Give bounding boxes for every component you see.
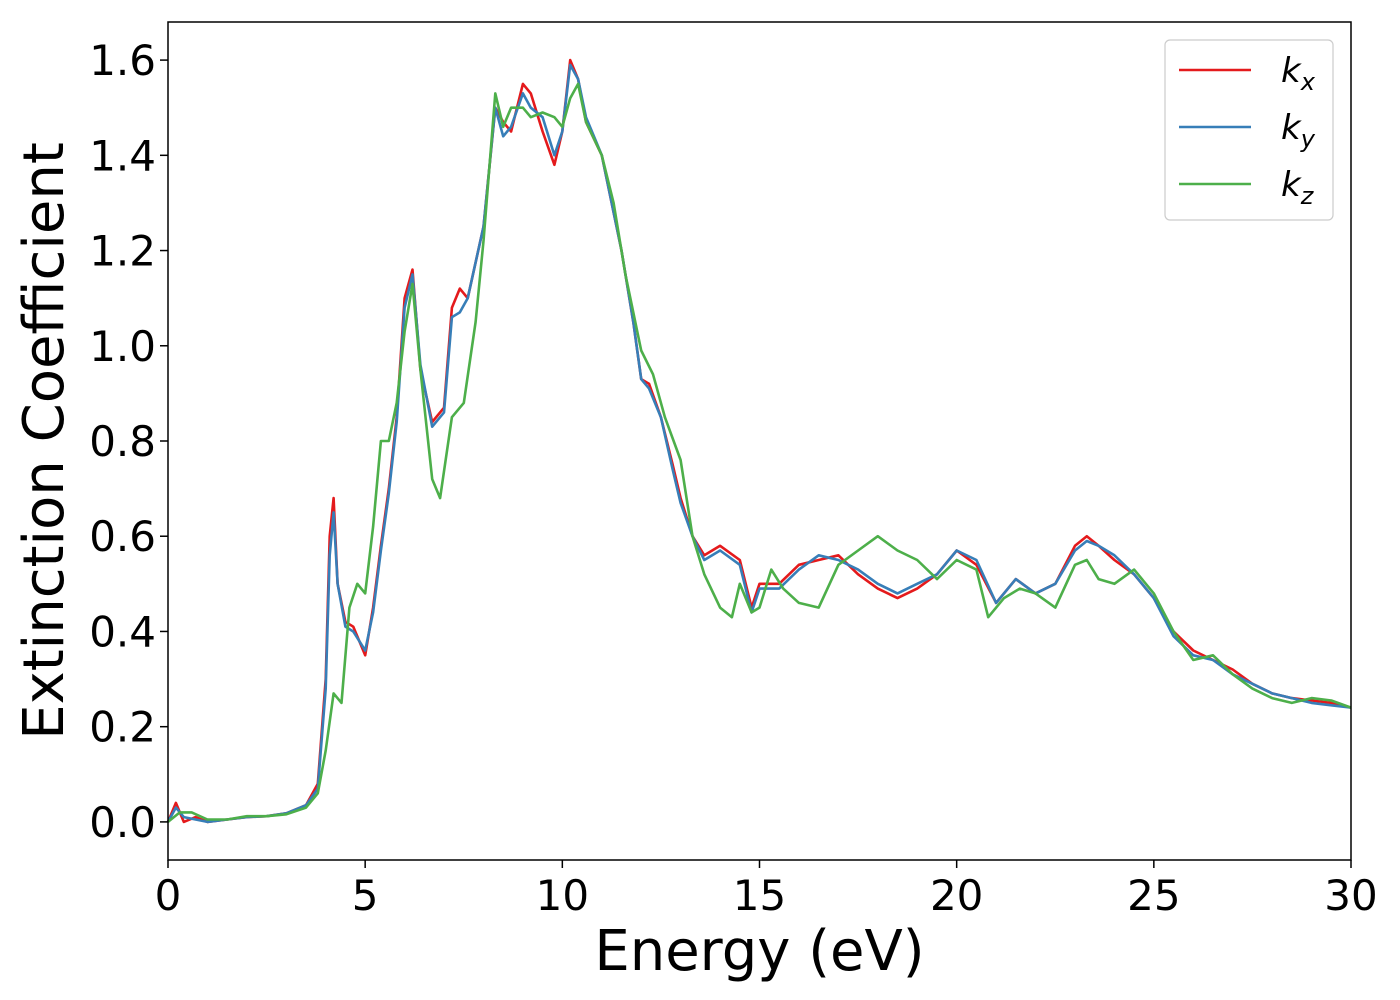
y-tick-label: 0.0 (89, 798, 156, 847)
legend-label-z: kz (1281, 165, 1315, 210)
y-tick-label: 0.4 (89, 607, 156, 656)
legend-box (1164, 39, 1334, 221)
y-axis-label: Extinction Coefficient (12, 142, 77, 740)
y-tick-label: 1.6 (89, 36, 156, 85)
y-tick-label: 1.0 (89, 322, 156, 371)
series-layer (166, 58, 1352, 824)
y-axis: 0.0 0.2 0.4 0.6 0.8 1.0 1.2 1.4 1.6 (89, 36, 168, 847)
x-tick-label: 30 (1324, 871, 1377, 920)
x-tick-label: 20 (930, 871, 983, 920)
x-axis: 0 5 10 15 20 25 30 (155, 860, 1378, 920)
y-tick-label: 0.8 (89, 417, 156, 466)
y-tick-label: 0.2 (89, 703, 156, 752)
x-tick-label: 25 (1127, 871, 1180, 920)
x-tick-label: 0 (155, 871, 182, 920)
x-tick-label: 5 (352, 871, 379, 920)
y-tick-label: 0.6 (89, 512, 156, 561)
legend: kx ky kz (1164, 39, 1334, 221)
series-line-z (167, 82, 1352, 823)
legend-label-y: ky (1281, 108, 1316, 153)
y-tick-label: 1.2 (89, 227, 156, 276)
x-tick-label: 15 (733, 871, 786, 920)
y-tick-label: 1.4 (89, 131, 156, 180)
x-tick-label: 10 (536, 871, 589, 920)
x-axis-label: Energy (eV) (594, 919, 924, 984)
legend-label-x: kx (1281, 51, 1316, 96)
